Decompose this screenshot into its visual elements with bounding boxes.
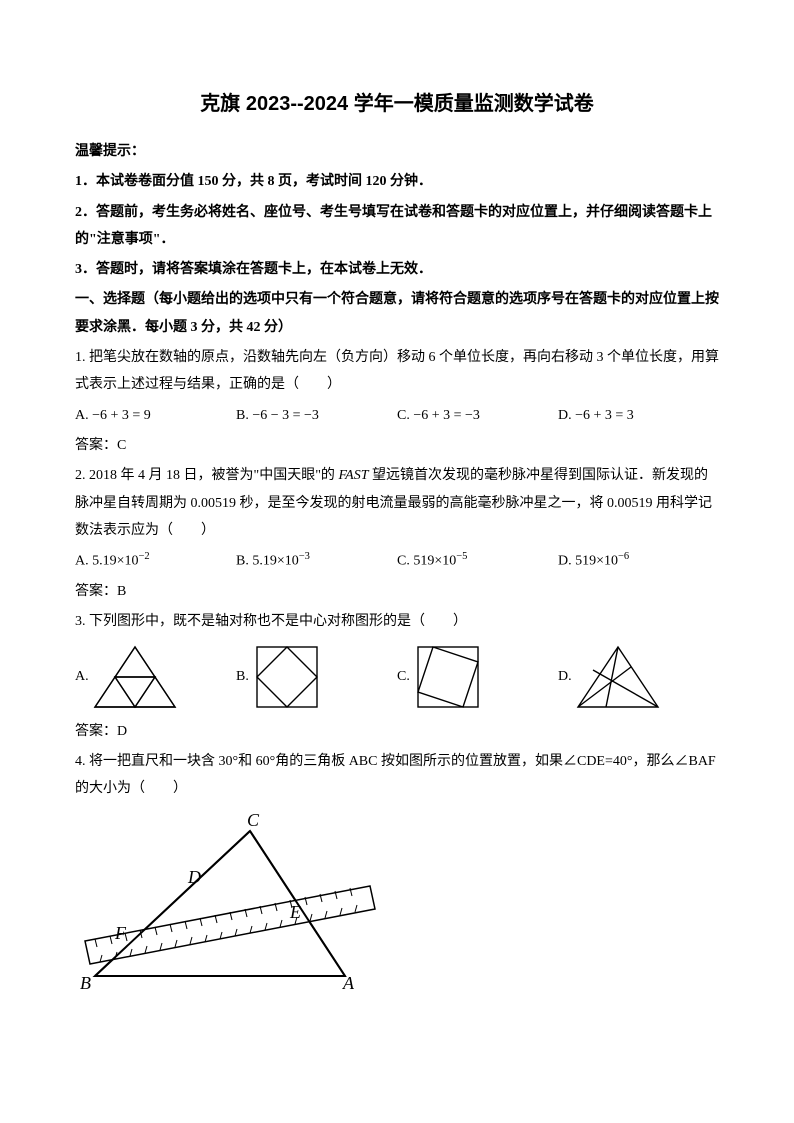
q4-stem: 4. 将一把直尺和一块含 30°和 60°角的三角板 ABC 按如图所示的位置放… (75, 748, 719, 803)
tip-3: 3．答题时，请将答案填涂在答题卡上，在本试卷上无效． (75, 256, 719, 283)
q3-cell-a: A. (75, 642, 236, 712)
tip-heading: 温馨提示： (75, 138, 719, 165)
q3-stem: 3. 下列图形中，既不是轴对称也不是中心对称图形的是（ ） (75, 608, 719, 635)
q2-fast: FAST (338, 468, 368, 483)
q3-shape-b-icon (249, 642, 325, 712)
q1-opt-a: A. −6 + 3 = 9 (75, 402, 236, 429)
q3-cell-b: B. (236, 642, 397, 712)
q2-options: A. 5.19×10−2 B. 5.19×10−3 C. 519×10−5 D.… (75, 547, 719, 575)
q2-opt-c: C. 519×10−5 (397, 547, 558, 575)
q1-stem: 1. 把笔尖放在数轴的原点，沿数轴先向左（负方向）移动 6 个单位长度，再向右移… (75, 344, 719, 399)
q1-options: A. −6 + 3 = 9 B. −6 − 3 = −3 C. −6 + 3 =… (75, 402, 719, 429)
q2-answer: 答案：B (75, 578, 719, 605)
q2-d-sup: −6 (618, 551, 629, 562)
q2-d-pre: D. 519×10 (558, 554, 618, 569)
q3-label-b: B. (236, 663, 249, 690)
q2-stem: 2. 2018 年 4 月 18 日，被誉为"中国天眼"的 FAST 望远镜首次… (75, 462, 719, 544)
q3-shapes: A. B. C. D. (75, 642, 719, 712)
q3-shape-c-icon (410, 642, 486, 712)
q3-shape-d-icon (572, 642, 664, 712)
q3-answer: 答案：D (75, 718, 719, 745)
q2-c-pre: C. 519×10 (397, 554, 456, 569)
q4-label-f: F (114, 923, 127, 943)
q1-opt-b: B. −6 − 3 = −3 (236, 402, 397, 429)
q3-label-c: C. (397, 663, 410, 690)
q1-opt-d: D. −6 + 3 = 3 (558, 402, 719, 429)
tip-1: 1．本试卷卷面分值 150 分，共 8 页，考试时间 120 分钟． (75, 168, 719, 195)
section-1-heading: 一、选择题（每小题给出的选项中只有一个符合题意，请将符合题意的选项序号在答题卡的… (75, 286, 719, 341)
q4-label-b: B (80, 973, 91, 991)
q3-label-a: A. (75, 663, 89, 690)
q4-label-c: C (247, 811, 260, 830)
q2-stem-a: 2. 2018 年 4 月 18 日，被誉为"中国天眼"的 (75, 468, 338, 483)
q3-cell-d: D. (558, 642, 719, 712)
q2-a-sup: −2 (139, 551, 150, 562)
q2-b-pre: B. 5.19×10 (236, 554, 299, 569)
q2-opt-b: B. 5.19×10−3 (236, 547, 397, 575)
q3-shape-a-icon (89, 642, 181, 712)
q2-b-sup: −3 (299, 551, 310, 562)
q4-label-d: D (187, 867, 201, 887)
q4-label-e: E (289, 902, 301, 922)
q2-opt-a: A. 5.19×10−2 (75, 547, 236, 575)
q2-a-pre: A. 5.19×10 (75, 554, 139, 569)
q2-c-sup: −5 (456, 551, 467, 562)
q1-answer: 答案：C (75, 432, 719, 459)
q3-cell-c: C. (397, 642, 558, 712)
q1-opt-c: C. −6 + 3 = −3 (397, 402, 558, 429)
q4-diagram-icon: B A C D E F (75, 811, 385, 991)
q2-opt-d: D. 519×10−6 (558, 547, 719, 575)
tip-2: 2．答题前，考生务必将姓名、座位号、考生号填写在试卷和答题卡的对应位置上，并仔细… (75, 199, 719, 254)
q4-label-a: A (342, 973, 355, 991)
q4-figure: B A C D E F (75, 811, 719, 1001)
page-title: 克旗 2023--2024 学年一模质量监测数学试卷 (75, 85, 719, 124)
q3-label-d: D. (558, 663, 572, 690)
